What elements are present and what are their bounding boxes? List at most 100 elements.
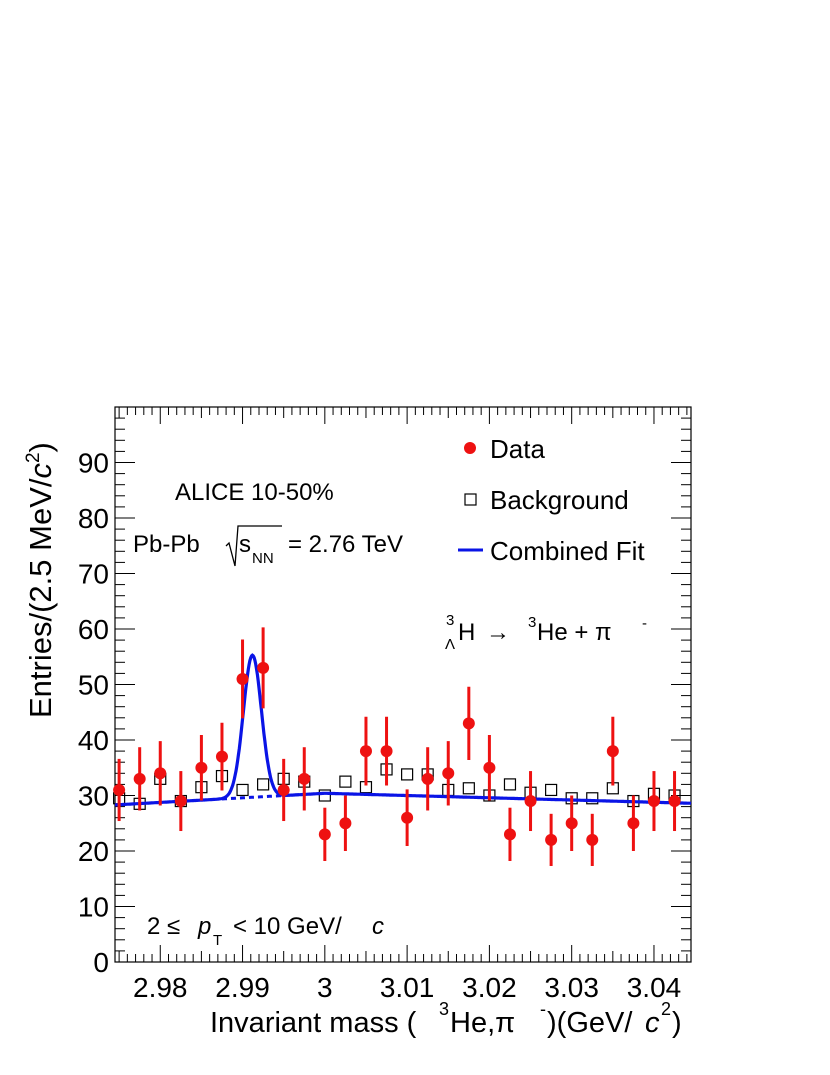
data-point xyxy=(339,795,352,851)
background-point xyxy=(586,792,599,805)
pt-subscript: T xyxy=(213,932,222,949)
data-point xyxy=(606,716,619,786)
data-point xyxy=(174,771,187,832)
x-title-sup3: 3 xyxy=(439,999,449,1019)
y-title-text: Entries/(2.5 MeV/c2) xyxy=(23,442,58,718)
data-marker xyxy=(174,795,187,808)
pt-c: c xyxy=(372,913,384,940)
x-tick-labels: 2.98 2.99 3 3.01 3.02 3.03 3.04 xyxy=(133,972,681,1003)
x-tick-label: 3.02 xyxy=(462,972,517,1003)
pt-symbol: p xyxy=(197,913,211,940)
pt-range-label: 2 ≤ p T < 10 GeV/ c xyxy=(147,913,384,949)
data-marker xyxy=(277,783,290,796)
legend-data-marker xyxy=(464,442,476,454)
data-marker xyxy=(627,817,640,830)
data-point xyxy=(277,758,290,822)
data-series xyxy=(113,627,681,866)
data-marker xyxy=(298,772,311,785)
y-title-prefix: Entries/(2.5 MeV/ xyxy=(23,478,58,718)
x-title-suffix: )(GeV/ xyxy=(547,1007,633,1039)
data-marker xyxy=(524,795,537,808)
x-tick-label: 3 xyxy=(317,972,333,1003)
x-axis-title: Invariant mass ( 3 He,π - )(GeV/ c 2 ) xyxy=(210,999,682,1039)
x-tick-label: 3.01 xyxy=(380,972,435,1003)
data-point xyxy=(359,716,372,786)
y-title-sq: 2 xyxy=(23,452,44,463)
decay-mass-number: 3 xyxy=(446,612,454,629)
x-title-minus: - xyxy=(540,999,546,1019)
y-tick-label: 60 xyxy=(78,614,109,645)
data-marker xyxy=(483,761,496,774)
energy-value: = 2.76 TeV xyxy=(288,531,403,558)
legend-background-label: Background xyxy=(490,485,629,515)
decay-daughter: He + π xyxy=(537,619,612,646)
data-point xyxy=(401,789,414,847)
background-point xyxy=(462,782,475,795)
data-point xyxy=(647,771,660,832)
data-marker xyxy=(503,828,516,841)
y-title-c: c xyxy=(23,463,58,479)
legend-fit-label: Combined Fit xyxy=(490,536,645,566)
data-marker xyxy=(647,795,660,808)
data-point xyxy=(442,741,455,806)
data-marker xyxy=(421,772,434,785)
data-point xyxy=(318,807,331,861)
data-point xyxy=(215,722,228,791)
data-point xyxy=(545,813,558,866)
data-marker xyxy=(339,817,352,830)
experiment-label: ALICE 10-50% xyxy=(175,479,334,506)
data-point xyxy=(154,741,167,806)
fit-background-dashed xyxy=(221,792,305,801)
background-point xyxy=(545,783,558,797)
data-marker xyxy=(586,833,599,846)
data-point xyxy=(462,686,475,760)
data-marker xyxy=(380,745,393,758)
decay-channel-label: 3 Λ H → 3 He + π - xyxy=(445,612,647,653)
data-marker xyxy=(565,817,578,830)
data-point xyxy=(133,747,146,811)
data-point xyxy=(113,758,126,822)
background-point xyxy=(257,778,270,791)
y-axis-title: Entries/(2.5 MeV/c2) xyxy=(23,442,58,718)
data-point xyxy=(298,747,311,811)
data-marker xyxy=(606,745,619,758)
x-title-sq: 2 xyxy=(661,999,671,1019)
y-tick-label: 50 xyxy=(78,670,109,701)
data-point xyxy=(483,735,496,801)
decay-minus: - xyxy=(642,615,647,632)
background-point xyxy=(339,775,352,788)
data-marker xyxy=(133,772,146,785)
y-tick-labels: 0 10 20 30 40 50 60 70 80 90 xyxy=(78,448,109,979)
data-point xyxy=(627,795,640,851)
legend-data-label: Data xyxy=(490,434,545,464)
data-point xyxy=(503,807,516,861)
x-tick-label: 3.03 xyxy=(544,972,599,1003)
y-tick-label: 10 xyxy=(78,892,109,923)
decay-lambda: Λ xyxy=(445,636,455,653)
x-title-prefix: Invariant mass ( xyxy=(210,1007,417,1039)
data-marker xyxy=(462,717,475,730)
decay-daughter-mass: 3 xyxy=(528,614,536,631)
fit-series xyxy=(115,653,692,807)
data-point xyxy=(236,639,249,719)
background-point xyxy=(318,789,331,802)
data-point xyxy=(668,771,681,832)
decay-parent: H xyxy=(458,619,475,646)
background-point xyxy=(236,783,249,797)
decay-arrow: → xyxy=(486,619,510,646)
x-title-c: c xyxy=(645,1007,660,1039)
data-marker xyxy=(154,767,167,780)
data-point xyxy=(195,735,208,801)
x-tick-label: 2.99 xyxy=(215,972,270,1003)
background-point xyxy=(401,768,414,781)
data-marker xyxy=(359,745,372,758)
data-marker xyxy=(442,767,455,780)
data-marker xyxy=(545,833,558,846)
y-tick-label: 40 xyxy=(78,725,109,756)
energy-subscript: NN xyxy=(252,550,274,567)
y-tick-label: 0 xyxy=(93,947,109,978)
data-point xyxy=(565,795,578,851)
data-point xyxy=(586,813,599,866)
y-tick-label: 20 xyxy=(78,836,109,867)
